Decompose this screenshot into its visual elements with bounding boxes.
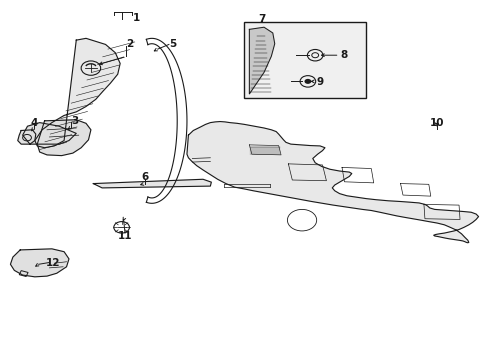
Text: 3: 3 xyxy=(71,116,78,126)
Text: 1: 1 xyxy=(132,13,140,23)
Polygon shape xyxy=(10,249,69,277)
Text: 7: 7 xyxy=(257,14,264,24)
Circle shape xyxy=(304,79,311,84)
Polygon shape xyxy=(93,179,211,188)
Text: 10: 10 xyxy=(429,118,444,128)
Text: 6: 6 xyxy=(141,172,148,182)
FancyBboxPatch shape xyxy=(244,22,366,98)
Polygon shape xyxy=(22,123,76,144)
Text: 11: 11 xyxy=(118,231,132,240)
Polygon shape xyxy=(18,130,36,144)
Text: 5: 5 xyxy=(168,39,176,49)
Text: 12: 12 xyxy=(46,258,61,268)
Text: 2: 2 xyxy=(126,40,133,49)
Polygon shape xyxy=(37,120,91,156)
Text: 4: 4 xyxy=(30,118,38,128)
Text: 9: 9 xyxy=(316,77,323,87)
Polygon shape xyxy=(249,27,274,94)
Polygon shape xyxy=(35,39,120,148)
Bar xyxy=(19,271,28,276)
Text: 8: 8 xyxy=(340,50,347,60)
Polygon shape xyxy=(186,122,478,243)
